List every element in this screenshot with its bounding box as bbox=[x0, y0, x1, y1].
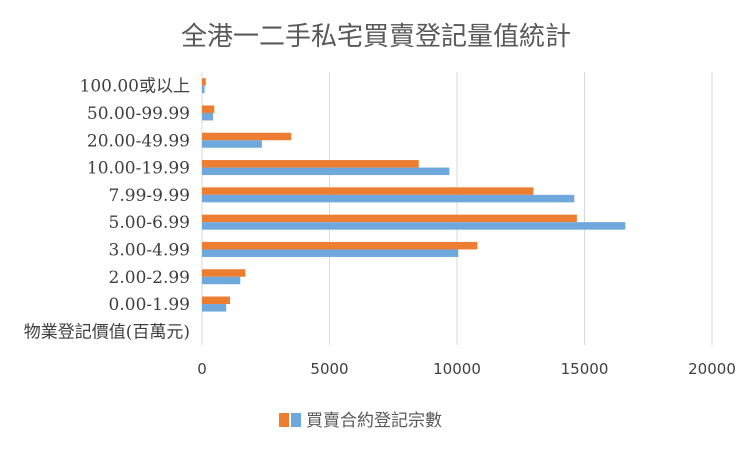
bar bbox=[202, 214, 577, 223]
bar bbox=[202, 140, 262, 148]
x-tick-labels: 0 5000 10000 15000 20000 bbox=[197, 360, 736, 378]
bar bbox=[202, 112, 213, 121]
bars bbox=[202, 78, 626, 312]
x-tick-label: 0 bbox=[197, 360, 207, 378]
bar bbox=[202, 222, 626, 230]
chart-title: 全港一二手私宅買賣登記量值統計 bbox=[181, 22, 571, 52]
legend-swatch bbox=[291, 413, 301, 427]
bar bbox=[202, 304, 227, 312]
x-tick-label: 5000 bbox=[310, 360, 348, 378]
bar bbox=[202, 241, 478, 250]
bar bbox=[202, 78, 206, 86]
x-tick-label: 10000 bbox=[433, 360, 481, 378]
category-labels: 100.00或以上 50.00-99.99 20.00-49.99 10.00-19.… bbox=[24, 77, 190, 343]
category-label: 20.00-49.99 bbox=[87, 131, 190, 151]
bar bbox=[202, 187, 534, 195]
bar bbox=[202, 269, 246, 277]
x-tick-label: 20000 bbox=[688, 360, 736, 378]
bar bbox=[202, 132, 292, 141]
x-tick-label: 15000 bbox=[561, 360, 609, 378]
category-label: 100.00或以上 bbox=[80, 77, 190, 97]
bar bbox=[202, 296, 231, 305]
bar bbox=[202, 276, 241, 285]
bar bbox=[202, 105, 215, 113]
category-label: 物業登記價值(百萬元) bbox=[24, 322, 190, 342]
category-label: 7.99-9.99 bbox=[109, 186, 190, 206]
legend-swatch bbox=[279, 413, 289, 427]
bar bbox=[202, 160, 419, 168]
category-label: 2.00-2.99 bbox=[109, 268, 190, 288]
category-label: 3.00-4.99 bbox=[109, 240, 190, 260]
category-label: 10.00-19.99 bbox=[87, 159, 190, 179]
category-label: 0.00-1.99 bbox=[109, 295, 190, 315]
category-label: 5.00-6.99 bbox=[109, 213, 190, 233]
gridlines bbox=[201, 72, 713, 345]
legend-label: 買賣合約登記宗數 bbox=[306, 411, 442, 431]
category-label: 50.00-99.99 bbox=[87, 104, 190, 124]
bar bbox=[202, 194, 575, 203]
bar bbox=[202, 167, 450, 176]
legend: 買賣合約登記宗數 bbox=[279, 411, 442, 431]
bar bbox=[202, 85, 205, 94]
bar bbox=[202, 249, 459, 257]
